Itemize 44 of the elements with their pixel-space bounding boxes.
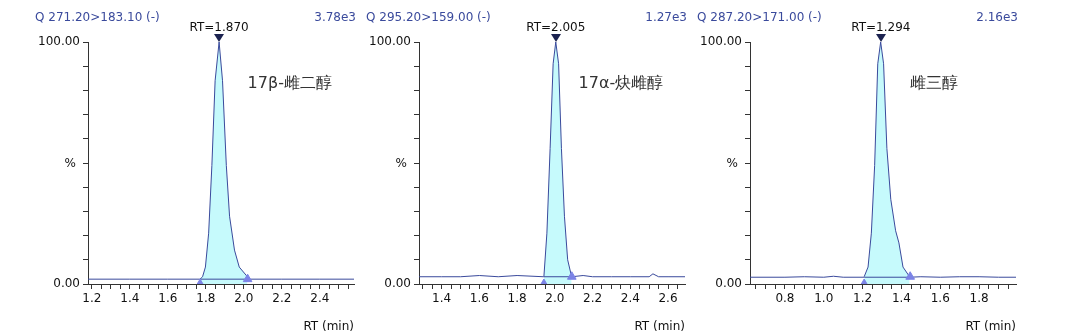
x-tick-label: 2.4	[620, 291, 640, 306]
y-tick-label: 100.00	[369, 34, 411, 49]
chart-title: Q 287.20>171.00 (-)	[697, 10, 822, 24]
x-tick-label: 2.4	[310, 291, 330, 306]
x-tick-label: 2.2	[583, 291, 603, 306]
annotation: 17β-雌二醇	[247, 73, 332, 92]
x-tick-label: 0.8	[775, 291, 795, 306]
x-axis-title: RT (min)	[965, 319, 1016, 333]
y-tick-label: 0.00	[384, 276, 411, 291]
chart-title: Q 271.20>183.10 (-)	[35, 10, 160, 24]
chart-subtitle: 2.16e3	[976, 10, 1018, 24]
x-tick-label: 1.6	[469, 291, 489, 306]
x-tick-label: 1.4	[120, 291, 140, 306]
y-tick-label: 100.00	[38, 34, 80, 49]
x-tick-label: 1.2	[82, 291, 102, 306]
annotation: RT=1.870	[189, 20, 249, 34]
x-tick-label: 2.0	[545, 291, 565, 306]
x-tick-label: 1.6	[930, 291, 950, 306]
y-axis-title: %	[726, 156, 738, 170]
x-tick-label: 1.2	[853, 291, 873, 306]
x-axis-title: RT (min)	[634, 319, 685, 333]
y-axis-title: %	[64, 156, 76, 170]
x-tick-label: 1.8	[969, 291, 989, 306]
x-tick-label: 2.2	[272, 291, 292, 306]
x-tick-label: 1.4	[891, 291, 911, 306]
x-tick-label: 1.6	[158, 291, 178, 306]
x-axis-title: RT (min)	[303, 319, 354, 333]
annotation: 雌三醇	[909, 73, 958, 92]
annotation: 17α-炔雌醇	[578, 73, 664, 92]
x-tick-label: 1.4	[432, 291, 452, 306]
x-tick-label: 1.8	[507, 291, 527, 306]
chart-title: Q 295.20>159.00 (-)	[366, 10, 491, 24]
y-axis-title: %	[395, 156, 407, 170]
y-tick-label: 0.00	[715, 276, 742, 291]
annotation: RT=2.005	[526, 20, 586, 34]
x-tick-label: 1.8	[196, 291, 216, 306]
y-tick-label: 0.00	[53, 276, 80, 291]
x-tick-label: 2.0	[234, 291, 254, 306]
y-tick-label: 100.00	[700, 34, 742, 49]
chart-subtitle: 1.27e3	[645, 10, 687, 24]
x-tick-label: 2.6	[658, 291, 678, 306]
annotation: RT=1.294	[851, 20, 911, 34]
chart-subtitle: 3.78e3	[314, 10, 356, 24]
x-tick-label: 1.0	[814, 291, 834, 306]
